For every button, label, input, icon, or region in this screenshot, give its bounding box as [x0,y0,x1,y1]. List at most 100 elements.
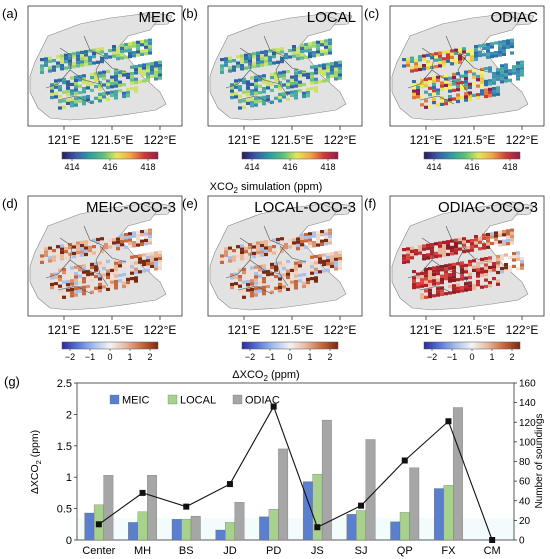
map-tick-label: 121°E [228,133,261,147]
colorbar-tick-label: −1 [447,352,457,362]
panel-letter: (d) [2,196,18,211]
y-tick-label-left: 0.5 [57,504,72,516]
bar-odiac-js [321,419,332,541]
bar-odiac-center [103,475,114,541]
y-tick-label-right: 140 [519,398,536,409]
colorbar-tick-label: 414 [64,162,79,172]
bar-local-bs [181,519,192,541]
colorbar-tick-label: 0 [287,352,292,362]
colorbar-tick-label: 418 [320,162,335,172]
chart-legend: MEIC LOCAL ODIAC [109,394,280,407]
bar-meic-qp [390,521,401,541]
panel-title: LOCAL [307,9,356,26]
bar-odiac-sj [365,439,376,541]
map-panel-2: (b) LOCAL 121°E 121.5°E 122°E 414 416 418 [182,5,363,172]
bar-odiac-bs [190,515,201,541]
bar-meic-center [84,512,95,541]
x-tick-label: MH [134,545,151,557]
y-tick-label-left: 1.5 [57,441,72,453]
bar-odiac-jd [234,502,245,541]
x-tick-label: JD [223,545,237,557]
map-tick-label: 121.5°E [453,323,496,337]
bar-local-fx [443,485,454,541]
x-tick-label: QP [397,545,413,557]
soundings-marker-js [314,524,321,531]
colorbar-tick-label: 1 [127,352,132,362]
x-tick-label: CM [484,545,501,557]
x-tick-label: Center [82,545,115,557]
soundings-marker-jd [226,481,233,488]
soundings-marker-cm [489,537,496,543]
panel-title: MEIC [139,9,177,26]
colorbar-tick-label: −2 [427,352,437,362]
bar-local-qp [399,512,410,541]
x-tick-label: JS [311,545,324,557]
bar-meic-pd [259,516,270,541]
map-tick-label: 121°E [48,323,81,337]
bar-meic-sj [346,514,357,541]
map-tick-label: 122°E [506,133,539,147]
colorbar-tick-label: 1 [489,352,494,362]
colorbar-tick-label: 1 [307,352,312,362]
map-tick-label: 121°E [410,133,443,147]
colorbar [241,151,339,160]
colorbar-tick-label: −2 [245,352,255,362]
y-tick-label-left: 2.5 [57,378,72,390]
colorbar-tick-label: 414 [426,162,441,172]
y-tick-label-right: 160 [519,379,536,390]
bar-local-pd [268,509,279,541]
colorbar-tick-label: 416 [102,162,117,172]
x-tick-label: BS [179,545,194,557]
legend-swatch-odiac [232,394,243,405]
bar-meic-jd [215,529,226,541]
y-axis-label-left: ΔXCO2 (ppm) [29,430,43,494]
soundings-marker-center [95,521,102,528]
legend-swatch-local [167,394,178,405]
map-tick-label: 121°E [48,133,81,147]
panel-title: ODIAC [490,9,538,26]
map-panel-5: (e) LOCAL-OCO-3 121°E 121.5°E 122°E −2 −1 0 1 2 [182,195,363,362]
map-tick-label: 121.5°E [91,133,134,147]
map-tick-label: 121.5°E [271,323,314,337]
x-tick-label: SJ [355,545,368,557]
map-tick-label: 121°E [410,323,443,337]
map-tick-label: 121.5°E [91,323,134,337]
colorbar-bottom-label: ΔXCO2 (ppm) [232,369,299,383]
map-panel-3: (c) ODIAC 121°E 121.5°E 122°E 414 416 418 [364,5,545,172]
panel-letter: (b) [182,6,198,21]
colorbar-tick-label: 2 [147,352,152,362]
panel-title: ODIAC-OCO-3 [438,199,538,216]
colorbar-tick-label: 0 [107,352,112,362]
soundings-line [98,405,493,541]
colorbar-tick-label: 0 [469,352,474,362]
map-tick-label: 122°E [144,323,177,337]
map-panels: (a) MEIC 121°E 121.5°E 122°E 414 416 418 (b) LOCA… [2,5,545,362]
bar-local-mh [137,511,148,541]
bar-odiac-mh [147,475,157,541]
y-tick-label-left: 2 [66,409,72,421]
bar-meic-fx [434,488,444,541]
colorbar-tick-label: 416 [464,162,479,172]
map-tick-label: 122°E [324,323,357,337]
y-tick-label-right: 120 [519,418,536,429]
colorbar-tick-label: 418 [502,162,517,172]
map-panel-6: (f) ODIAC-OCO-3 121°E 121.5°E 122°E −2 −1 0 1 2 [364,195,545,362]
bar-odiac-fx [453,407,463,541]
bar-meic-mh [128,522,138,541]
panel-letter: (f) [364,196,376,211]
colorbar [61,151,159,160]
bar-local-jd [225,522,235,541]
colorbar-tick-label: −1 [85,352,95,362]
panel-letter: (a) [2,6,18,21]
soundings-marker-sj [358,502,365,509]
y-tick-label-right: 20 [519,516,531,527]
legend-label-odiac: ODIAC [245,395,280,407]
map-tick-label: 122°E [324,133,357,147]
colorbar [423,151,521,160]
bar-line-chart: (g) ΔXCO2 (ppm) Number of soundings 0 0.5… [4,374,545,557]
y-tick-label-right: 60 [519,477,531,488]
soundings-marker-bs [183,503,190,510]
x-tick-label: FX [441,545,456,557]
panel-letter: (c) [364,6,379,21]
colorbar [423,341,521,350]
